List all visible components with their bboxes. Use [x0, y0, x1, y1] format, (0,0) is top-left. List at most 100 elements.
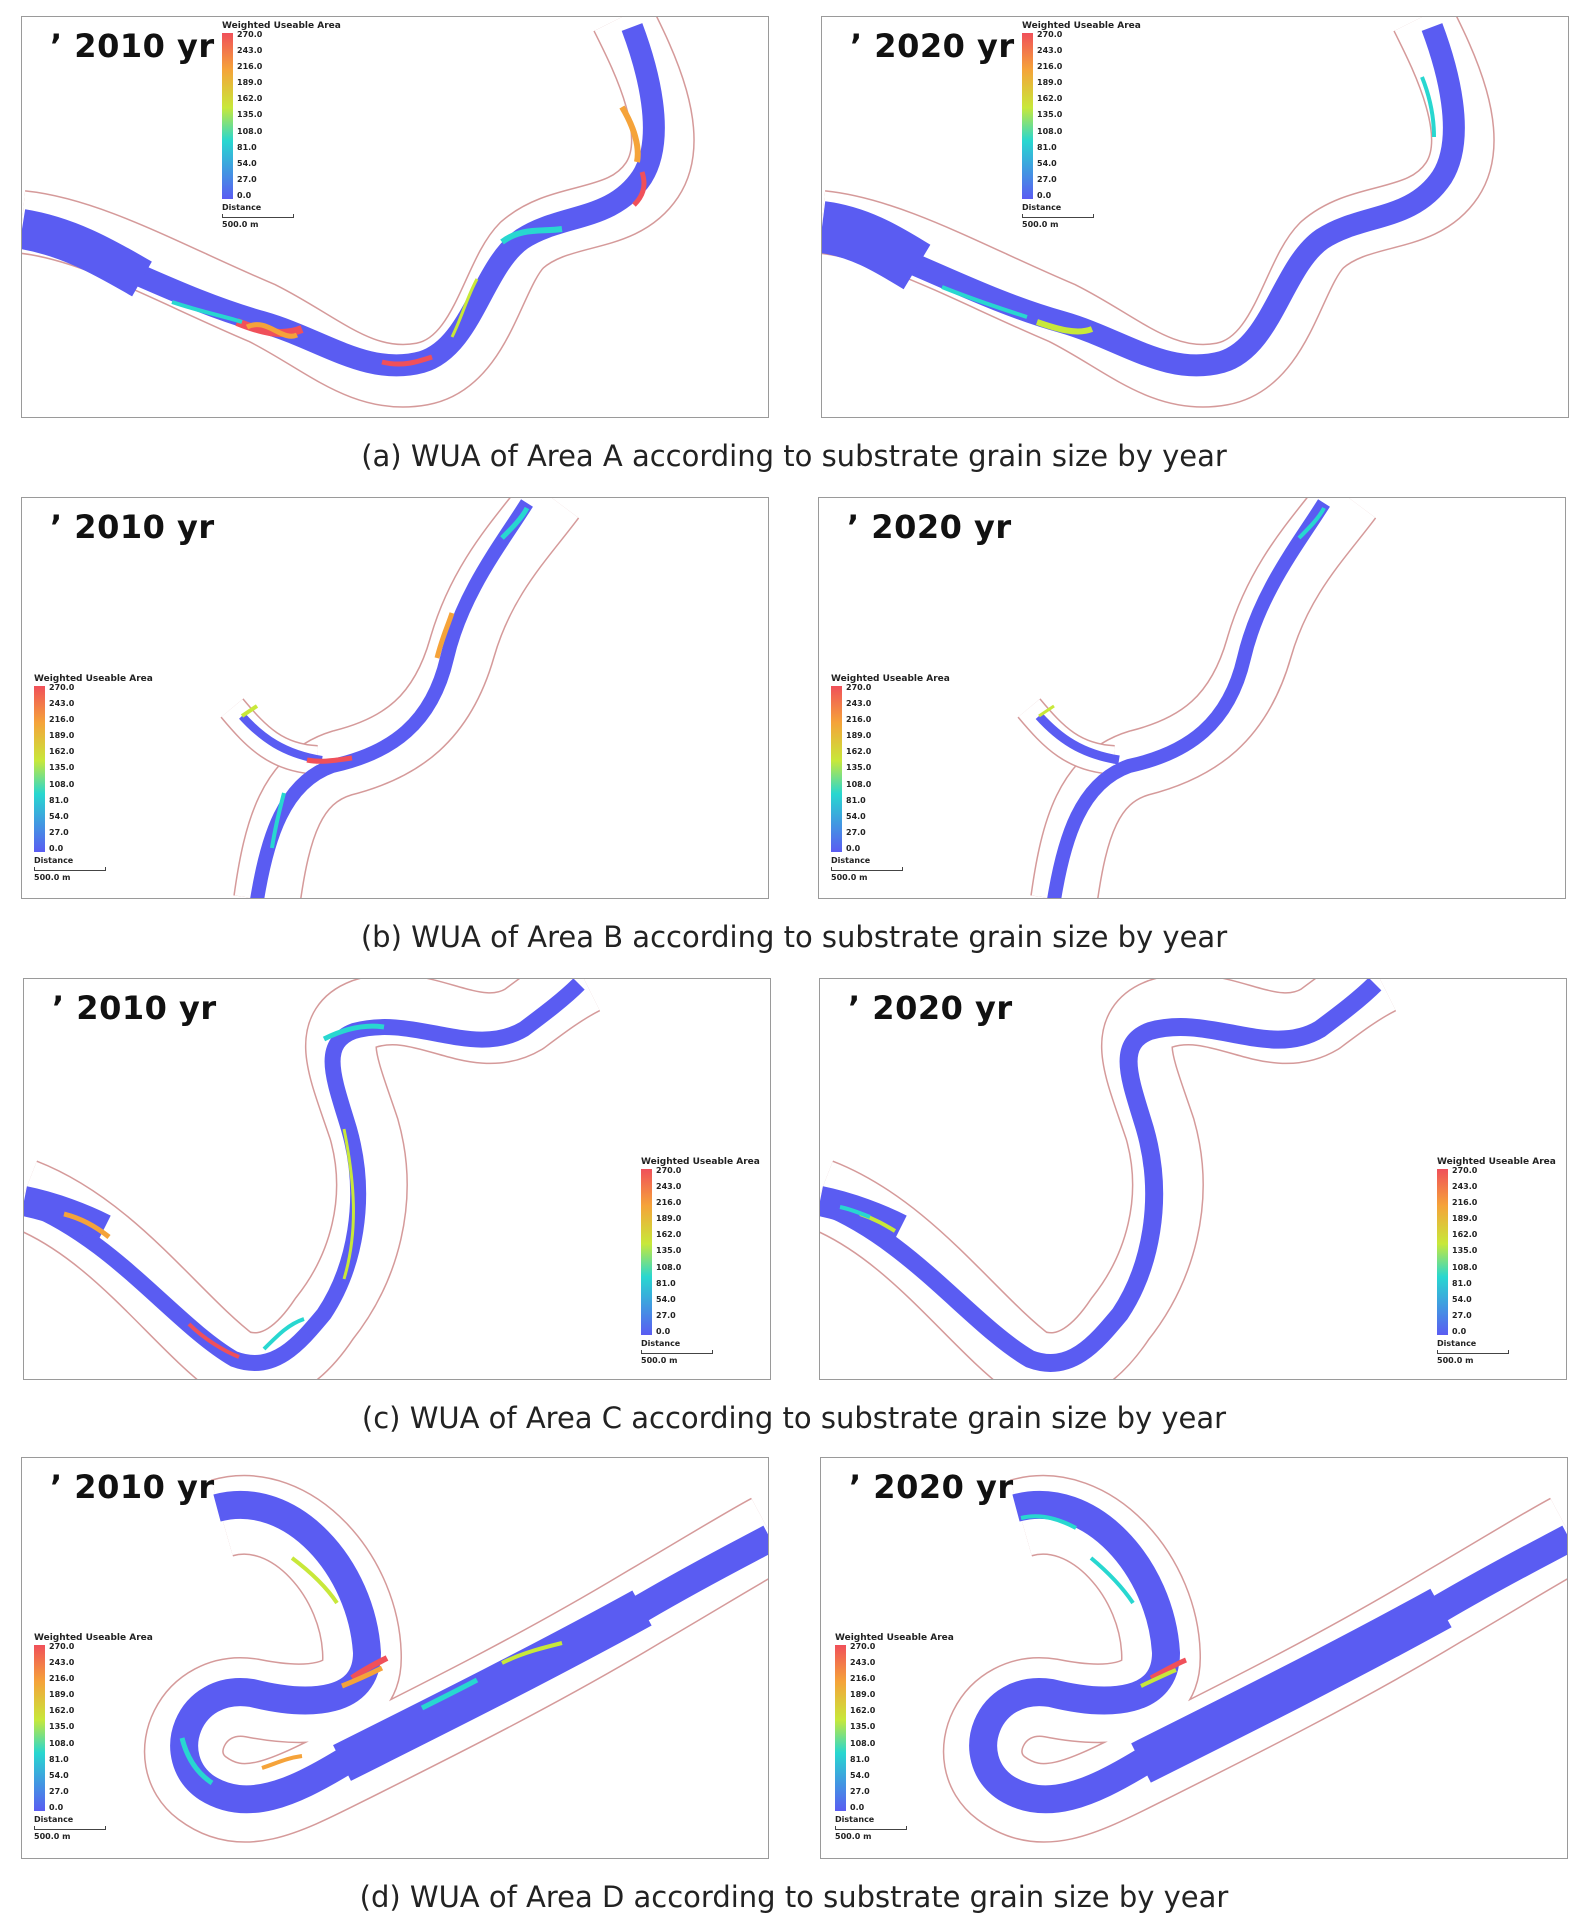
- legend-tick-label: 270.0: [1037, 30, 1063, 39]
- year-label: ’ 2010 yr: [50, 508, 215, 546]
- legend-tick-label: 135.0: [237, 110, 263, 120]
- legend-tick-label: 135.0: [846, 763, 872, 773]
- legend-tick-label: 27.0: [237, 174, 257, 184]
- legend-tick-label: 216.0: [49, 1674, 75, 1684]
- legend-tick-label: 54.0: [656, 1294, 676, 1304]
- legend-tick-label: 243.0: [1452, 1182, 1478, 1192]
- legend-color-bar: [34, 1645, 45, 1811]
- legend-color-bar: [1437, 1169, 1448, 1335]
- legend-tick-label: 0.0: [1452, 1326, 1467, 1336]
- legend-ticks: 270.0 243.0 216.0 189.0 162.0 135.0 108.0 81.0 5…: [49, 683, 74, 860]
- wua-legend: Weighted Useable Area 270.0 243.0 216.0 189…: [34, 1633, 153, 1841]
- legend-tick-label: 243.0: [49, 699, 75, 709]
- scale-bar: [1022, 214, 1094, 218]
- distance-label: Distance: [831, 856, 871, 865]
- legend-tick-label: 270.0: [49, 683, 75, 692]
- scale-value: 500.0 m: [831, 873, 868, 882]
- legend-tick-label: 243.0: [850, 1658, 876, 1668]
- legend-title: Weighted Useable Area: [831, 674, 950, 684]
- scale-value: 500.0 m: [34, 873, 71, 882]
- legend-tick-label: 81.0: [49, 1754, 69, 1764]
- legend-tick-label: 135.0: [1037, 110, 1063, 120]
- legend-tick-label: 216.0: [1452, 1198, 1478, 1208]
- legend-tick-label: 189.0: [237, 78, 263, 88]
- scale-bar: [34, 1826, 106, 1830]
- wua-legend: Weighted Useable Area 270.0 243.0 216.0 189…: [222, 21, 341, 229]
- scale-bar: [641, 1350, 713, 1354]
- wua-legend: Weighted Useable Area 270.0 243.0 216.0 189…: [831, 674, 950, 882]
- legend-title: Weighted Useable Area: [1437, 1157, 1556, 1167]
- legend-ticks: 270.0 243.0 216.0 189.0 162.0 135.0 108.0 81.0 5…: [237, 30, 262, 207]
- legend-tick-label: 162.0: [1452, 1230, 1478, 1240]
- legend-tick-label: 0.0: [49, 843, 64, 853]
- wua-legend: Weighted Useable Area 270.0 243.0 216.0 189…: [34, 674, 153, 882]
- river-map: [220, 498, 580, 898]
- legend-tick-label: 108.0: [237, 126, 263, 136]
- legend-ticks: 270.0 243.0 216.0 189.0 162.0 135.0 108.0 81.0 5…: [49, 1642, 74, 1819]
- legend-tick-label: 54.0: [1037, 158, 1057, 168]
- legend-tick-label: 243.0: [1037, 46, 1063, 56]
- legend-color-bar: [831, 686, 842, 852]
- legend-tick-label: 135.0: [656, 1246, 682, 1256]
- river-map: [22, 17, 695, 408]
- distance-label: Distance: [835, 1815, 875, 1824]
- wua-legend: Weighted Useable Area 270.0 243.0 216.0 189…: [1437, 1157, 1556, 1365]
- legend-tick-label: 108.0: [49, 779, 75, 789]
- map-panel-b-2010: ’ 2010 yr Weighted Useable Area 270.0 243…: [21, 497, 769, 899]
- wua-legend: Weighted Useable Area 270.0 243.0 216.0 189…: [1022, 21, 1141, 229]
- scale-bar: [831, 867, 903, 871]
- scale-value: 500.0 m: [1437, 1356, 1474, 1365]
- legend-title: Weighted Useable Area: [34, 1633, 153, 1643]
- legend-ticks: 270.0 243.0 216.0 189.0 162.0 135.0 108.0 81.0 5…: [846, 683, 871, 860]
- map-panel-c-2010: ’ 2010 yr Weighted Useable Area 270.0 243…: [23, 978, 771, 1380]
- figure-caption: (c) WUA of Area C according to substrate…: [361, 1401, 1227, 1435]
- legend-tick-label: 54.0: [1452, 1294, 1472, 1304]
- legend-tick-label: 81.0: [237, 142, 257, 152]
- figure-caption: (a) WUA of Area A according to substrate…: [361, 439, 1227, 473]
- year-label: ’ 2010 yr: [50, 27, 215, 65]
- legend-color-bar: [222, 33, 233, 199]
- distance-label: Distance: [1022, 203, 1062, 212]
- river-map: [1017, 498, 1377, 898]
- wua-legend: Weighted Useable Area 270.0 243.0 216.0 189…: [835, 1633, 954, 1841]
- legend-tick-label: 270.0: [850, 1642, 876, 1651]
- scale-bar: [835, 1826, 907, 1830]
- distance-label: Distance: [641, 1339, 681, 1348]
- legend-tick-label: 81.0: [656, 1278, 676, 1288]
- legend-ticks: 270.0 243.0 216.0 189.0 162.0 135.0 108.0 81.0 5…: [656, 1166, 681, 1343]
- scale-bar: [34, 867, 106, 871]
- legend-tick-label: 27.0: [1452, 1310, 1472, 1320]
- legend-tick-label: 54.0: [49, 1770, 69, 1780]
- scale-value: 500.0 m: [641, 1356, 678, 1365]
- legend-tick-label: 27.0: [49, 827, 69, 837]
- legend-tick-label: 189.0: [1452, 1214, 1478, 1224]
- map-panel-a-2020: ’ 2020 yr Weighted Useable Area 270.0 243…: [821, 16, 1569, 418]
- legend-color-bar: [1022, 33, 1033, 199]
- legend-tick-label: 216.0: [850, 1674, 876, 1684]
- legend-tick-label: 27.0: [49, 1786, 69, 1796]
- legend-tick-label: 189.0: [49, 731, 75, 741]
- legend-title: Weighted Useable Area: [1022, 21, 1141, 31]
- river-map: [942, 1474, 1567, 1843]
- legend-color-bar: [835, 1645, 846, 1811]
- legend-tick-label: 162.0: [1037, 94, 1063, 104]
- figure-caption: (d) WUA of Area D according to substrate…: [359, 1880, 1229, 1914]
- legend-color-bar: [34, 686, 45, 852]
- legend-tick-label: 27.0: [1037, 174, 1057, 184]
- legend-tick-label: 81.0: [1037, 142, 1057, 152]
- year-label: ’ 2010 yr: [52, 989, 217, 1027]
- legend-tick-label: 0.0: [1037, 190, 1052, 200]
- legend-tick-label: 81.0: [846, 795, 866, 805]
- legend-tick-label: 270.0: [49, 1642, 75, 1651]
- legend-tick-label: 243.0: [49, 1658, 75, 1668]
- year-label: ’ 2020 yr: [847, 508, 1012, 546]
- legend-tick-label: 189.0: [846, 731, 872, 741]
- legend-title: Weighted Useable Area: [641, 1157, 760, 1167]
- legend-color-bar: [641, 1169, 652, 1335]
- legend-tick-label: 108.0: [1452, 1262, 1478, 1272]
- legend-tick-label: 162.0: [49, 1706, 75, 1716]
- legend-tick-label: 270.0: [1452, 1166, 1478, 1175]
- legend-tick-label: 27.0: [850, 1786, 870, 1796]
- legend-tick-label: 216.0: [846, 715, 872, 725]
- distance-label: Distance: [34, 856, 74, 865]
